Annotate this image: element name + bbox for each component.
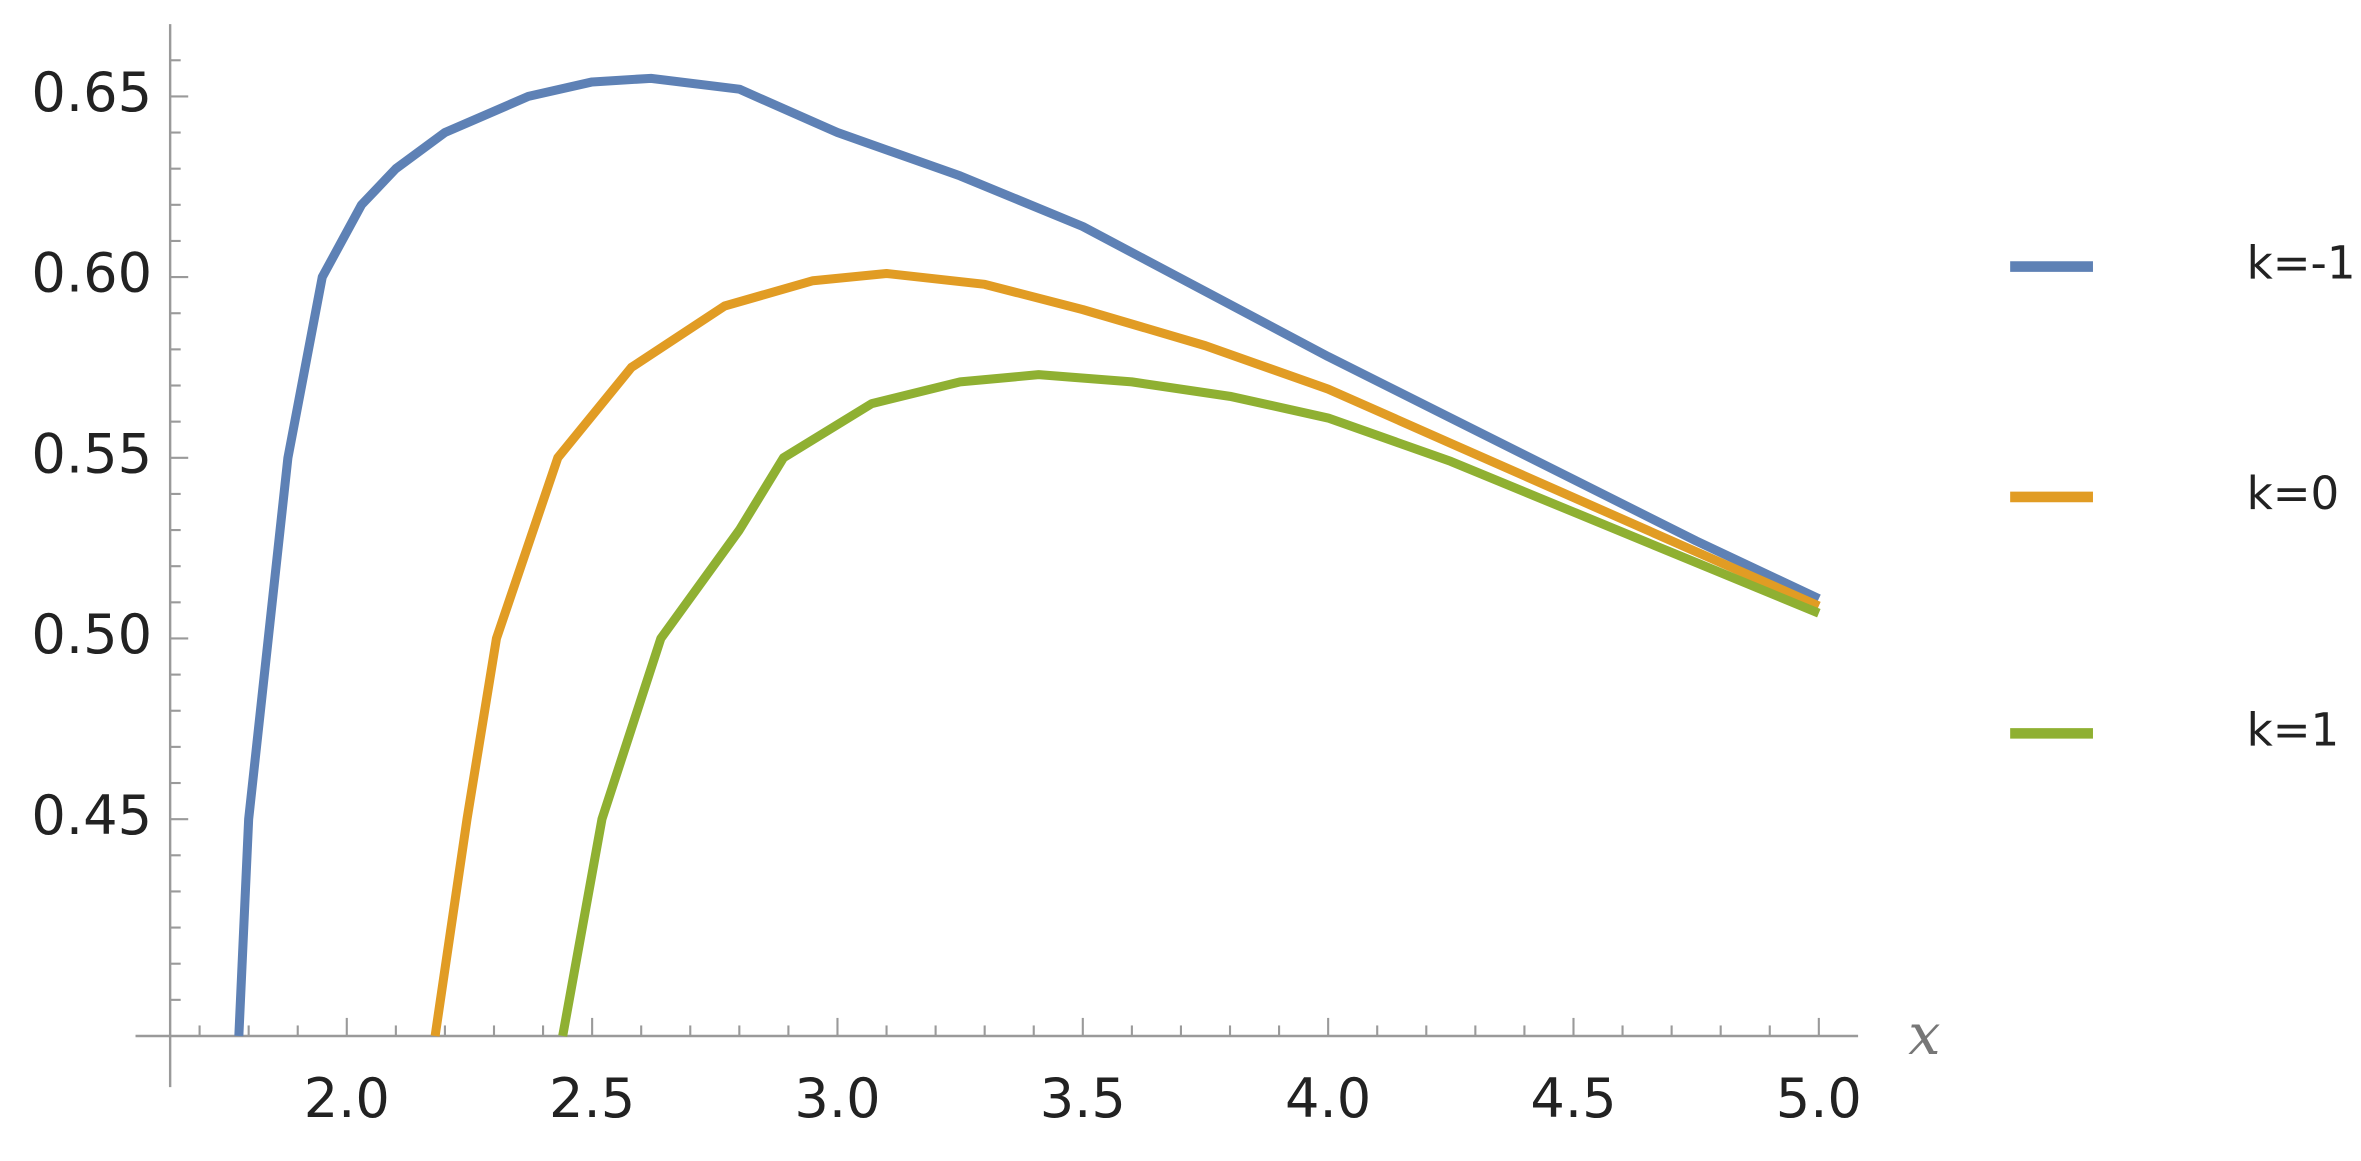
y-tick-label: 0.50 [31,603,152,666]
series-line [430,268,1821,1037]
x-tick-label: 2.5 [549,1067,635,1130]
y-tick-label: 0.60 [31,242,152,305]
x-tick-label: 4.0 [1285,1067,1371,1130]
y-tick-label: 0.65 [31,61,152,124]
x-tick-label: 4.5 [1530,1067,1616,1130]
series-line [558,370,1821,1037]
x-tick-label: 5.0 [1776,1067,1862,1130]
y-tick-label: 0.45 [31,784,152,847]
legend-label: k=-1 [2247,237,2356,290]
x-axis-label: x [1908,1002,1940,1068]
x-tick-label: 2.0 [304,1067,390,1130]
x-tick-label: 3.5 [1040,1067,1126,1130]
y-tick-label: 0.55 [31,422,152,485]
legend-label: k=1 [2247,703,2340,756]
series-line [234,73,1821,1037]
legend-label: k=0 [2247,467,2340,520]
x-tick-label: 3.0 [794,1067,880,1130]
